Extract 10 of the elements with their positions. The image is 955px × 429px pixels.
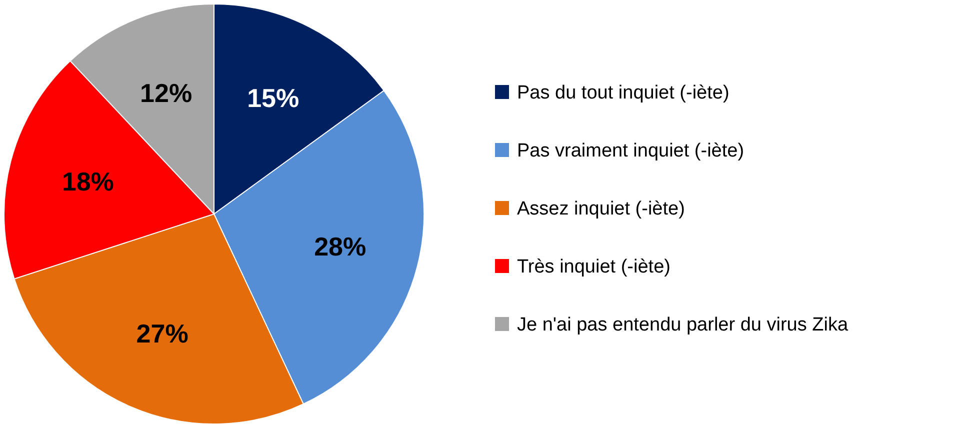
data-label: 12% xyxy=(140,78,192,108)
data-label: 27% xyxy=(136,318,188,349)
legend-label: Je n'ai pas entendu parler du virus Zika xyxy=(517,314,848,336)
legend-label: Pas du tout inquiet (-iète) xyxy=(517,82,730,104)
data-label: 15% xyxy=(247,83,300,114)
legend-label: Très inquiet (-iète) xyxy=(517,256,670,278)
legend-label: Pas vraiment inquiet (-iète) xyxy=(517,140,744,162)
legend-label: Assez inquiet (-iète) xyxy=(517,198,685,220)
data-label: 28% xyxy=(314,231,366,262)
data-label: 18% xyxy=(62,166,114,197)
